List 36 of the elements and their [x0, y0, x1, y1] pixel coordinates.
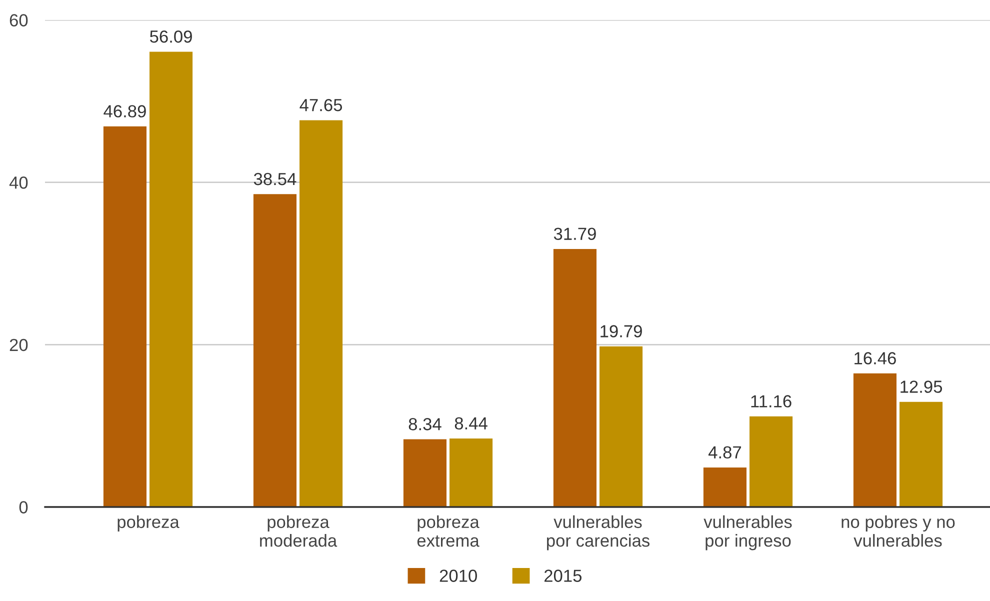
data-label: 4.87 — [708, 446, 741, 458]
bar — [103, 126, 146, 507]
data-label: 47.65 — [300, 98, 342, 112]
data-label: 38.54 — [254, 172, 296, 186]
data-label: 11.16 — [751, 395, 792, 408]
bar — [853, 373, 896, 507]
x-tick-label: no pobres y no vulnerables — [842, 515, 955, 547]
legend-label: 2010 — [440, 570, 477, 582]
bar — [253, 194, 296, 507]
x-tick-label: pobreza moderada — [260, 515, 338, 547]
x-tick-label: vulnerables por carencias — [547, 515, 650, 550]
y-tick-label: 60 — [10, 14, 28, 26]
legend-label: 2015 — [544, 570, 582, 582]
data-label: 16.46 — [854, 352, 896, 364]
bar — [750, 416, 793, 507]
bar — [900, 402, 943, 507]
y-tick-label: 20 — [10, 338, 28, 352]
bar — [300, 120, 343, 507]
data-label: 46.89 — [104, 105, 146, 118]
bar — [150, 52, 193, 507]
y-tick-label: 40 — [9, 176, 28, 189]
y-tick-label: 0 — [19, 501, 28, 514]
bar — [403, 439, 446, 507]
x-tick-label: vulnerables por ingreso — [704, 515, 792, 550]
data-label: 8.34 — [408, 418, 442, 430]
data-label: 31.79 — [554, 228, 596, 240]
bar — [600, 346, 643, 507]
data-label: 19.79 — [600, 325, 642, 338]
data-label: 12.95 — [900, 380, 942, 393]
bar — [450, 438, 493, 507]
bar — [553, 248, 596, 507]
data-label: 56.09 — [150, 30, 192, 43]
data-label: 8.44 — [454, 417, 488, 430]
x-tick-label: pobreza extrema — [417, 515, 480, 547]
x-tick-label: pobreza — [118, 515, 180, 532]
bar — [703, 467, 746, 507]
